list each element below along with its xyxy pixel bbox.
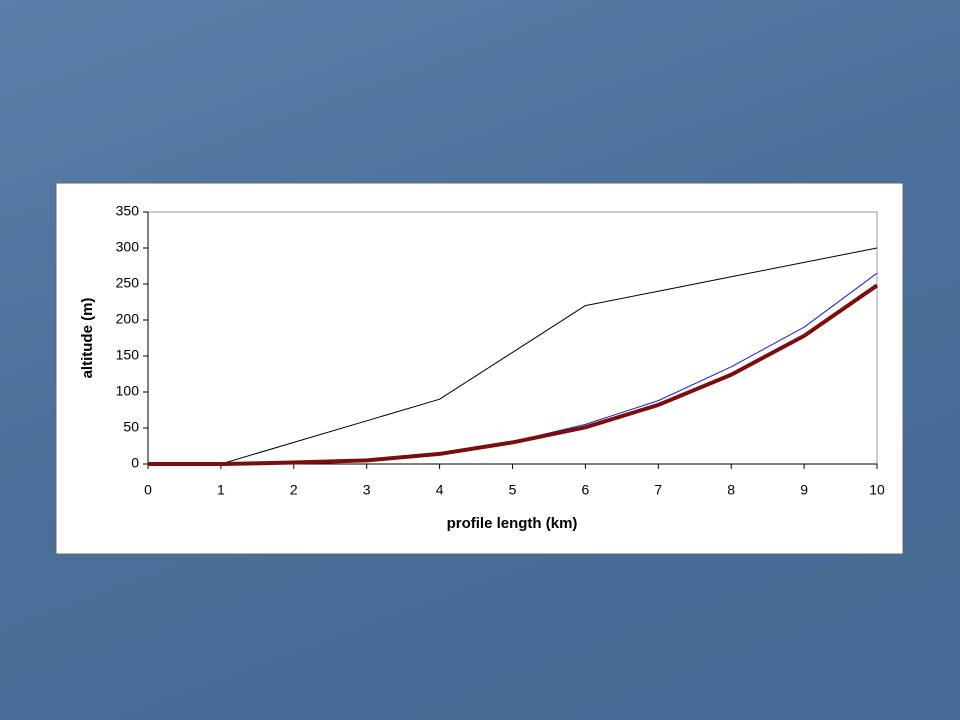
x-tick-label: 4 (436, 482, 444, 498)
y-tick-label: 250 (116, 275, 140, 291)
x-tick-label: 3 (363, 482, 371, 498)
x-tick-label: 10 (869, 482, 885, 498)
y-tick-label: 150 (116, 347, 140, 363)
x-tick-label: 5 (509, 482, 517, 498)
x-tick-label: 9 (800, 482, 808, 498)
x-tick-label: 7 (654, 482, 662, 498)
x-tick-label: 8 (727, 482, 735, 498)
series-line (148, 283, 879, 466)
chart-frame (55, 182, 904, 555)
y-tick-label: 100 (116, 383, 140, 399)
y-tick-label: 350 (116, 203, 140, 219)
y-axis-title: altitude (m) (79, 298, 96, 379)
y-tick-label: 300 (116, 239, 140, 255)
x-axis-title: profile length (km) (447, 515, 578, 532)
series-line (148, 247, 878, 465)
x-tick-label: 1 (217, 482, 225, 498)
x-tick-label: 6 (582, 482, 590, 498)
y-tick-label: 200 (116, 311, 140, 327)
x-tick-label: 2 (290, 482, 298, 498)
y-tick-label: 0 (131, 455, 139, 471)
y-tick-label: 50 (123, 419, 139, 435)
x-tick-label: 0 (144, 482, 152, 498)
